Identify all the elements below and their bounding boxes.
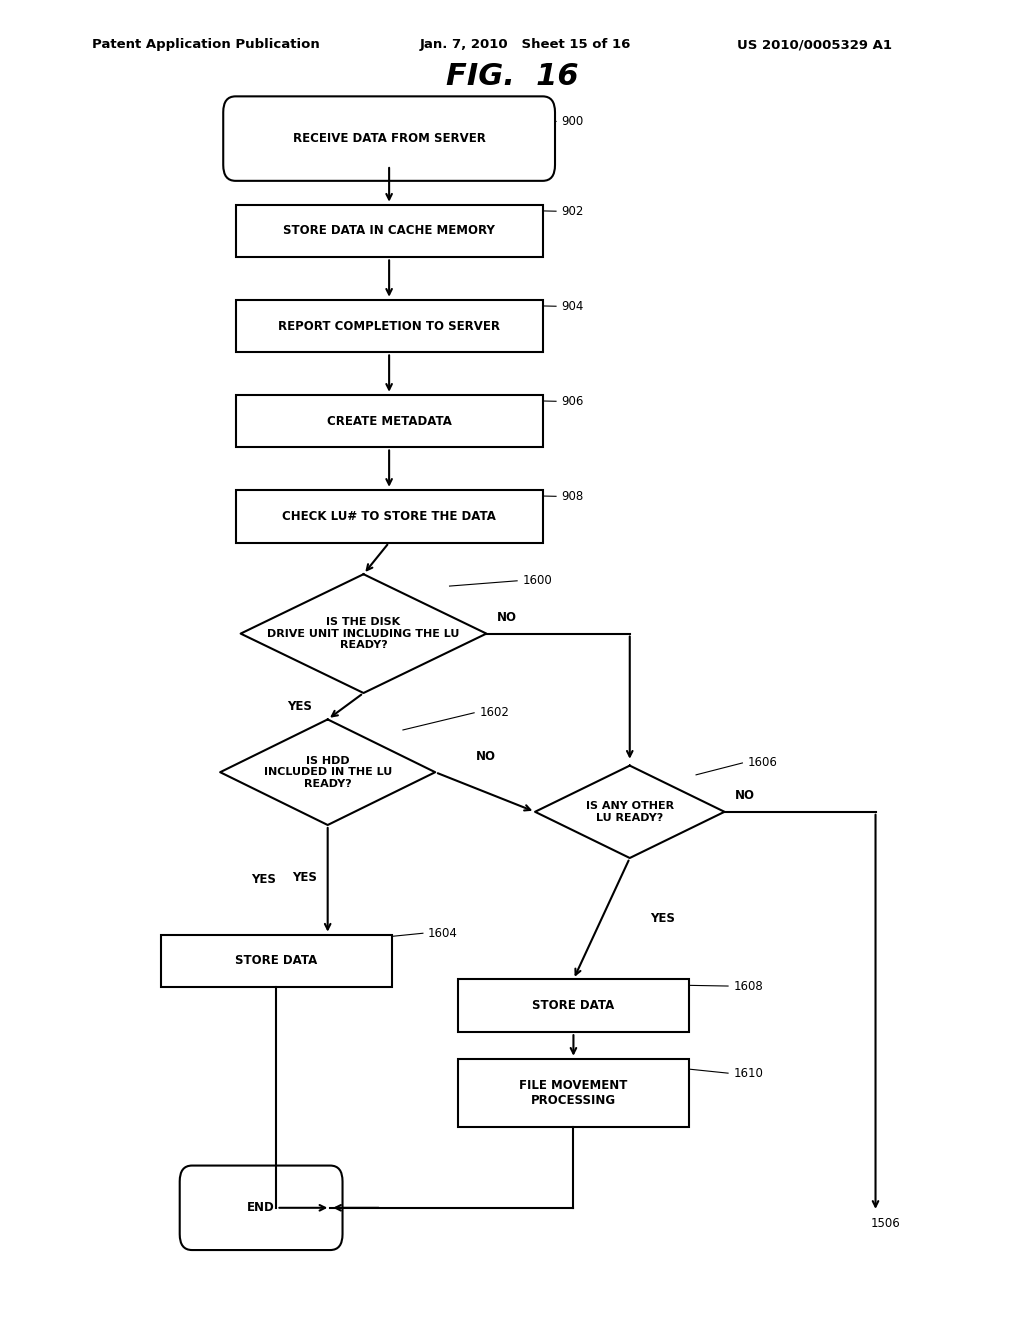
Text: STORE DATA: STORE DATA [532, 999, 614, 1012]
Text: YES: YES [650, 912, 675, 925]
FancyBboxPatch shape [236, 300, 543, 352]
Text: CREATE METADATA: CREATE METADATA [327, 414, 452, 428]
Text: Patent Application Publication: Patent Application Publication [92, 38, 319, 51]
Text: STORE DATA: STORE DATA [236, 954, 317, 968]
Text: 1608: 1608 [733, 979, 763, 993]
Text: 902: 902 [561, 205, 584, 218]
Text: 1606: 1606 [748, 756, 777, 770]
Polygon shape [241, 574, 486, 693]
Text: 1600: 1600 [522, 574, 552, 587]
FancyBboxPatch shape [459, 1059, 689, 1127]
FancyBboxPatch shape [236, 395, 543, 447]
Text: FIG.  16: FIG. 16 [445, 62, 579, 91]
Text: 1602: 1602 [479, 706, 509, 719]
FancyBboxPatch shape [459, 979, 689, 1032]
Text: 906: 906 [561, 395, 584, 408]
Text: IS THE DISK
DRIVE UNIT INCLUDING THE LU
READY?: IS THE DISK DRIVE UNIT INCLUDING THE LU … [267, 616, 460, 651]
Polygon shape [220, 719, 435, 825]
Text: YES: YES [293, 871, 317, 884]
Text: 1506: 1506 [870, 1217, 900, 1230]
FancyBboxPatch shape [236, 205, 543, 257]
FancyBboxPatch shape [162, 935, 392, 987]
Text: NO: NO [497, 611, 517, 624]
Text: IS HDD
INCLUDED IN THE LU
READY?: IS HDD INCLUDED IN THE LU READY? [263, 755, 392, 789]
Text: FILE MOVEMENT
PROCESSING: FILE MOVEMENT PROCESSING [519, 1078, 628, 1107]
Text: REPORT COMPLETION TO SERVER: REPORT COMPLETION TO SERVER [279, 319, 500, 333]
FancyBboxPatch shape [223, 96, 555, 181]
Polygon shape [535, 766, 725, 858]
Text: YES: YES [288, 700, 312, 713]
Text: RECEIVE DATA FROM SERVER: RECEIVE DATA FROM SERVER [293, 132, 485, 145]
Text: END: END [247, 1201, 275, 1214]
Text: Jan. 7, 2010   Sheet 15 of 16: Jan. 7, 2010 Sheet 15 of 16 [420, 38, 631, 51]
Text: 904: 904 [561, 300, 584, 313]
Text: 900: 900 [561, 115, 584, 128]
Text: 1610: 1610 [733, 1067, 763, 1080]
Text: YES: YES [252, 874, 276, 886]
Text: NO: NO [476, 750, 497, 763]
Text: 908: 908 [561, 490, 584, 503]
FancyBboxPatch shape [236, 490, 543, 543]
Text: US 2010/0005329 A1: US 2010/0005329 A1 [737, 38, 892, 51]
Text: IS ANY OTHER
LU READY?: IS ANY OTHER LU READY? [586, 801, 674, 822]
FancyBboxPatch shape [180, 1166, 342, 1250]
Text: CHECK LU# TO STORE THE DATA: CHECK LU# TO STORE THE DATA [283, 510, 496, 523]
Text: STORE DATA IN CACHE MEMORY: STORE DATA IN CACHE MEMORY [284, 224, 495, 238]
Text: 1604: 1604 [428, 927, 458, 940]
Text: NO: NO [735, 789, 755, 803]
